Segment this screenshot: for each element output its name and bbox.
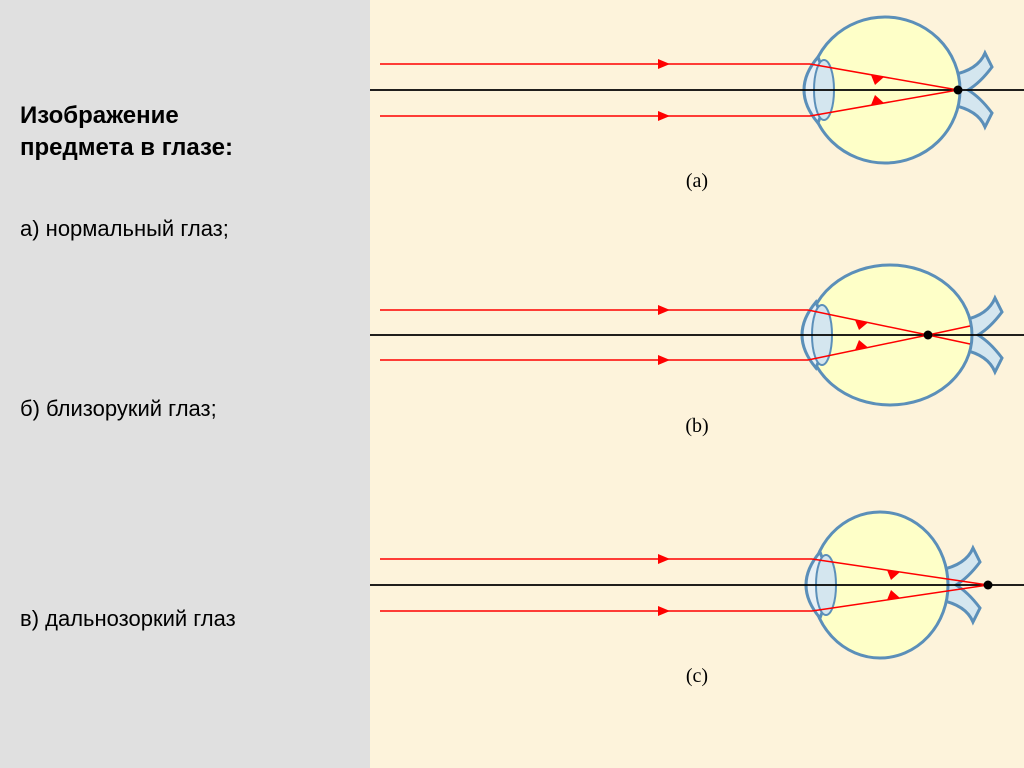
diagram-a: (a) bbox=[370, 15, 1024, 193]
diagram-b: (b) bbox=[370, 260, 1024, 438]
title-line-2: предмета в глазе: bbox=[20, 134, 233, 161]
focal-point-icon bbox=[954, 86, 963, 95]
caption-b: (b) bbox=[370, 415, 1024, 438]
title-line-1: Изображение bbox=[20, 102, 179, 129]
arrow-bot-icon bbox=[658, 606, 670, 616]
text-panel: Изображение предмета в глазе: а) нормаль… bbox=[0, 0, 370, 768]
diagram-panel: (a) (b) bbox=[370, 0, 1024, 768]
caption-c: (c) bbox=[370, 665, 1024, 688]
focal-point-icon bbox=[924, 331, 933, 340]
legend-a: а) нормальный глаз; bbox=[20, 215, 229, 244]
eye-svg-a bbox=[370, 15, 1024, 165]
arrow-top-icon bbox=[658, 305, 670, 315]
legend-c: в) дальнозоркий глаз bbox=[20, 605, 236, 634]
eye-svg-b bbox=[370, 260, 1024, 410]
diagram-title: Изображение предмета в глазе: bbox=[20, 100, 350, 165]
arrow-bot-icon bbox=[658, 111, 670, 121]
legend-b: б) близорукий глаз; bbox=[20, 395, 217, 424]
arrow-top-icon bbox=[658, 554, 670, 564]
focal-point-icon bbox=[984, 581, 993, 590]
arrow-top-icon bbox=[658, 59, 670, 69]
diagram-c: (c) bbox=[370, 510, 1024, 688]
eye-svg-c bbox=[370, 510, 1024, 660]
arrow-bot-icon bbox=[658, 355, 670, 365]
caption-a: (a) bbox=[370, 170, 1024, 193]
